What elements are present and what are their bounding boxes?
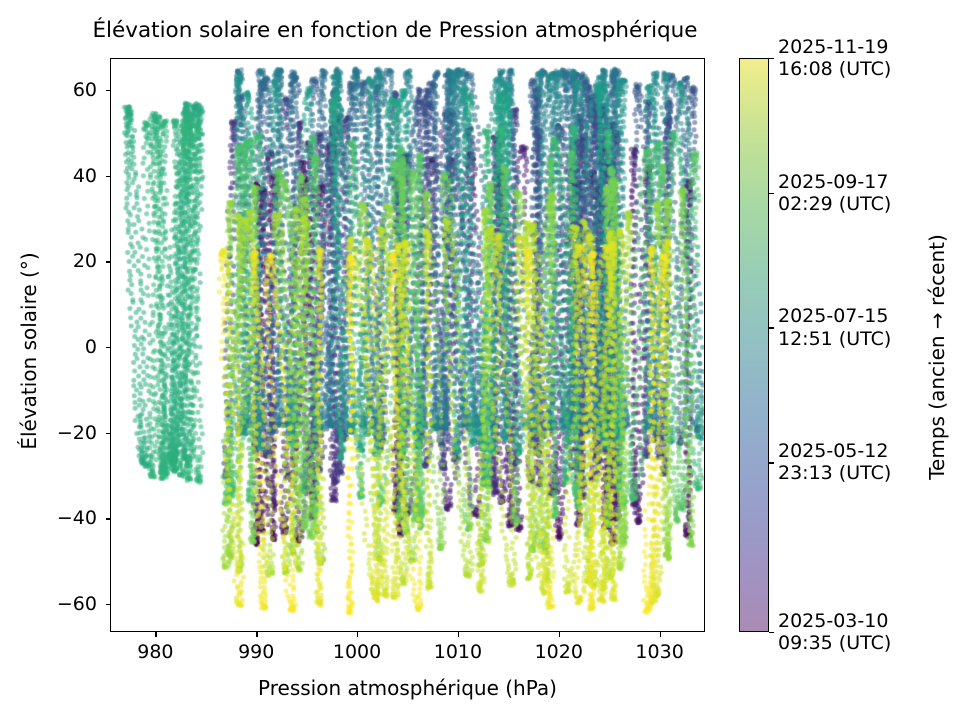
colorbar <box>739 58 769 632</box>
y-tick-label: −60 <box>56 593 97 616</box>
colorbar-tick-mark <box>769 327 774 329</box>
y-tick-label: 20 <box>72 250 97 273</box>
colorbar-tick-mark <box>769 58 774 60</box>
colorbar-tick-mark <box>769 192 774 194</box>
x-tick-label: 1010 <box>433 641 483 663</box>
x-tick-mark <box>155 632 157 637</box>
y-tick-mark <box>105 518 110 520</box>
colorbar-tick-label: 2025-05-12 23:13 (UTC) <box>778 440 892 485</box>
y-tick-label: 40 <box>72 164 97 187</box>
y-tick-label: 0 <box>84 336 97 359</box>
colorbar-tick-label: 2025-03-10 09:35 (UTC) <box>778 609 892 654</box>
colorbar-tick-label: 2025-07-15 12:51 (UTC) <box>778 305 892 350</box>
x-tick-mark <box>256 632 258 637</box>
x-tick-label: 1020 <box>534 641 583 663</box>
page-title: Élévation solaire en fonction de Pressio… <box>92 18 698 43</box>
colorbar-tick-mark <box>769 632 774 634</box>
x-tick-mark <box>659 632 661 637</box>
y-tick-label: 60 <box>72 79 97 102</box>
y-tick-label: −20 <box>56 421 97 444</box>
colorbar-tick-mark <box>769 462 774 464</box>
x-tick-label: 1000 <box>332 641 382 663</box>
colorbar-tick-label: 2025-09-17 02:29 (UTC) <box>778 170 892 215</box>
y-tick-mark <box>105 175 110 178</box>
x-tick-mark <box>558 632 561 637</box>
x-axis-label: Pression atmosphérique (hPa) <box>258 676 557 700</box>
y-axis-label: Élévation solaire (°) <box>17 252 41 450</box>
y-tick-mark <box>105 347 110 349</box>
y-tick-mark <box>105 90 110 92</box>
scatter-plot-canvas <box>111 59 704 631</box>
colorbar-tick-label: 2025-11-19 16:08 (UTC) <box>778 35 892 80</box>
x-tick-mark <box>457 632 460 637</box>
y-tick-mark <box>105 261 110 263</box>
x-tick-label: 990 <box>238 641 275 663</box>
y-tick-mark <box>105 432 110 435</box>
x-tick-label: 1030 <box>635 641 684 663</box>
plot-area <box>110 58 705 632</box>
x-tick-label: 980 <box>137 641 174 663</box>
colorbar-gradient <box>740 59 768 631</box>
y-tick-mark <box>105 604 110 606</box>
colorbar-label: Temps (ancien → récent) <box>925 234 949 480</box>
y-tick-label: −40 <box>56 507 97 530</box>
x-tick-mark <box>357 632 359 637</box>
